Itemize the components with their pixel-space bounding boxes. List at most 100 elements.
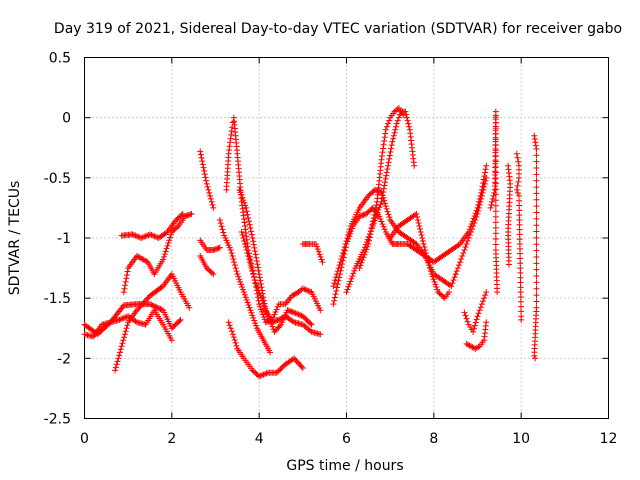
data-point-marker <box>475 204 482 211</box>
data-point-marker <box>514 182 521 189</box>
data-point-marker <box>260 371 267 378</box>
data-point-marker <box>371 211 378 218</box>
data-point-marker <box>492 208 499 215</box>
data-point-marker <box>363 246 370 253</box>
data-point-marker <box>386 214 393 221</box>
series-track-21 <box>461 289 490 335</box>
data-point-marker <box>482 292 489 299</box>
data-point-marker <box>533 260 540 267</box>
data-point-marker <box>533 196 540 203</box>
data-point-marker <box>149 302 156 309</box>
data-point-marker <box>424 256 431 263</box>
data-point-marker <box>411 162 418 169</box>
data-point-marker <box>533 247 540 254</box>
data-point-marker <box>264 313 271 320</box>
data-point-marker <box>263 310 270 317</box>
data-point-marker <box>259 297 266 304</box>
data-point-marker <box>232 339 239 346</box>
data-point-marker <box>248 231 255 238</box>
data-point-marker <box>349 273 356 280</box>
data-point-marker <box>260 314 267 321</box>
data-point-marker <box>533 145 540 152</box>
data-point-marker <box>257 292 264 299</box>
data-point-marker <box>381 200 388 207</box>
data-point-marker <box>139 234 146 241</box>
data-point-marker <box>457 259 464 266</box>
data-point-marker <box>381 182 388 189</box>
data-point-marker <box>480 186 487 193</box>
data-point-marker <box>471 322 478 329</box>
data-point-marker <box>174 224 181 231</box>
data-point-marker <box>244 299 251 306</box>
data-point-marker <box>252 251 259 258</box>
data-point-marker <box>358 259 365 266</box>
data-point-marker <box>168 337 175 344</box>
data-point-marker <box>505 261 512 268</box>
data-point-marker <box>394 106 401 113</box>
series-track-3 <box>112 271 193 374</box>
x-tick-label: 10 <box>512 431 530 447</box>
data-point-marker <box>492 191 499 198</box>
data-point-marker <box>478 195 485 202</box>
data-point-marker <box>307 320 314 327</box>
data-point-marker <box>376 204 383 211</box>
data-point-marker <box>258 284 265 291</box>
data-point-marker <box>198 154 205 161</box>
data-point-marker <box>271 328 278 335</box>
data-point-marker <box>400 112 407 119</box>
data-point-marker <box>415 219 422 226</box>
data-point-marker <box>425 259 432 266</box>
data-point-marker <box>492 235 499 242</box>
data-point-marker <box>383 205 390 212</box>
data-point-marker <box>269 323 276 330</box>
data-point-marker <box>417 228 424 235</box>
data-point-marker <box>132 232 139 239</box>
data-point-marker <box>148 301 155 308</box>
data-point-marker <box>251 277 258 284</box>
data-point-marker <box>471 219 478 226</box>
data-point-marker <box>481 180 488 187</box>
data-point-marker <box>239 194 246 201</box>
data-point-marker <box>361 251 368 258</box>
series-track-12 <box>238 228 315 335</box>
data-point-marker <box>319 259 326 266</box>
x-axis-label: GPS time / hours <box>286 458 403 474</box>
data-point-marker <box>461 247 468 254</box>
data-point-marker <box>250 271 257 278</box>
data-point-marker <box>117 316 124 323</box>
data-point-marker <box>263 370 270 377</box>
data-point-marker <box>459 253 466 260</box>
data-point-marker <box>236 276 243 283</box>
data-point-marker <box>248 228 255 235</box>
data-point-marker <box>256 274 263 281</box>
data-point-marker <box>377 215 384 222</box>
data-point-marker <box>492 114 499 121</box>
data-point-marker <box>241 291 248 298</box>
data-point-marker <box>483 289 490 296</box>
data-point-marker <box>292 310 299 317</box>
data-point-marker <box>237 278 244 285</box>
data-point-marker <box>268 321 275 328</box>
data-point-marker <box>533 171 540 178</box>
data-point-marker <box>274 303 281 310</box>
y-tick-label: -2.5 <box>44 412 71 428</box>
data-point-marker <box>254 261 261 268</box>
data-point-marker <box>426 262 433 269</box>
data-point-marker <box>368 228 375 235</box>
data-point-marker <box>203 180 210 187</box>
data-point-marker <box>532 142 539 149</box>
data-point-marker <box>243 208 250 215</box>
data-point-marker <box>492 152 499 159</box>
data-point-marker <box>299 285 306 292</box>
data-point-marker <box>384 120 391 127</box>
data-point-marker <box>120 337 127 344</box>
data-point-marker <box>232 265 239 272</box>
data-point-marker <box>331 280 338 287</box>
data-point-marker <box>164 242 171 249</box>
data-point-marker <box>267 349 274 356</box>
data-point-marker <box>533 165 540 172</box>
data-point-marker <box>230 334 237 341</box>
series-track-15 <box>330 162 490 308</box>
data-point-marker <box>404 117 411 124</box>
